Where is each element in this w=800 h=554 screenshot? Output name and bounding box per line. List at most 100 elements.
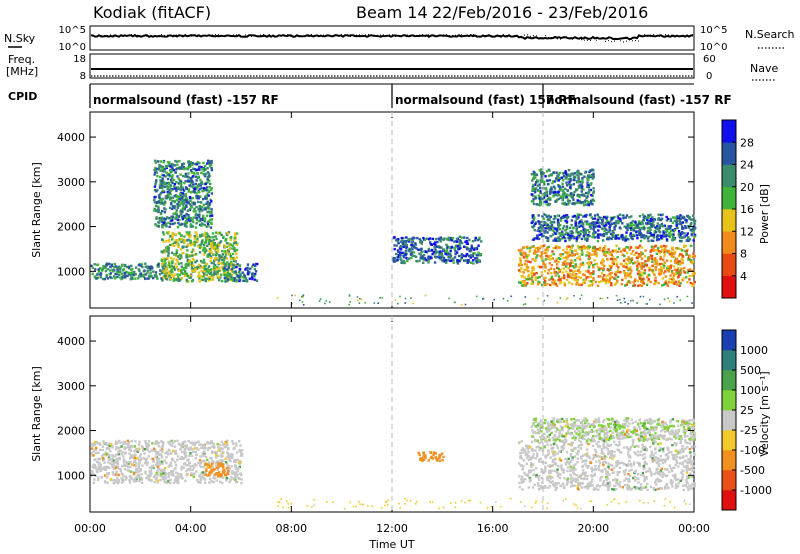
range-cell (430, 248, 434, 252)
range-cell (227, 266, 230, 269)
range-cell (549, 254, 553, 257)
range-cell (682, 277, 685, 280)
range-cell (249, 267, 252, 270)
range-cell (638, 275, 641, 278)
range-cell (561, 230, 564, 233)
nsearch-label: N.Search (745, 28, 795, 41)
range-cell (582, 247, 585, 251)
nsearch-point (275, 35, 276, 37)
range-cell (127, 462, 130, 465)
range-cell (537, 214, 540, 217)
range-cell (587, 233, 590, 237)
range-cell (110, 464, 114, 467)
range-cell (169, 478, 172, 481)
range-cell (553, 227, 557, 230)
range-cell (208, 203, 211, 206)
range-cell (229, 257, 233, 260)
range-cell (207, 253, 210, 256)
range-cell (616, 281, 619, 284)
range-cell (589, 226, 592, 230)
range-cell (552, 217, 555, 221)
range-cell (160, 186, 163, 190)
nsearch-point (239, 35, 240, 37)
range-cell (254, 272, 257, 276)
range-cell (207, 220, 210, 223)
range-cell (173, 194, 176, 198)
range-cell (679, 236, 682, 239)
range-cell (581, 177, 584, 180)
nsearch-point (299, 35, 300, 37)
range-cell (157, 200, 161, 203)
range-cell (127, 441, 131, 444)
range-cell (526, 282, 529, 285)
range-cell (587, 263, 591, 266)
range-cell (667, 269, 670, 272)
range-cell (248, 271, 251, 274)
range-cell (630, 236, 633, 240)
range-cell (578, 248, 581, 251)
range-cell (606, 274, 609, 277)
range-cell (653, 231, 656, 234)
range-cell (527, 260, 530, 263)
range-cell (98, 461, 101, 465)
range-cell (570, 219, 573, 222)
range-cell (659, 231, 662, 234)
range-cell (394, 259, 398, 262)
range-cell (204, 481, 207, 484)
range-cell (210, 457, 213, 460)
range-cell (592, 233, 595, 237)
range-cell (187, 190, 190, 193)
range-cell (549, 234, 552, 238)
range-cell (255, 279, 259, 282)
range-cell (167, 164, 170, 167)
range-cell (185, 231, 189, 234)
range-cell (607, 248, 610, 251)
range-cell (166, 480, 170, 483)
range-cell (152, 466, 155, 470)
range-cell (666, 217, 670, 221)
range-cell (579, 262, 583, 266)
range-cell (668, 253, 672, 256)
range-cell (470, 261, 473, 264)
nsearch-point (623, 41, 624, 43)
range-cell (207, 235, 210, 238)
range-cell (665, 245, 668, 248)
nsearch-point (176, 34, 177, 36)
range-cell (693, 219, 697, 222)
range-cell (464, 303, 467, 306)
range-cell (654, 249, 658, 252)
range-cell (610, 219, 613, 222)
range-cell (569, 248, 572, 251)
range-cell (234, 478, 237, 482)
range-cell (184, 167, 187, 170)
range-cell (664, 270, 667, 273)
range-cell (671, 246, 674, 249)
range-cell (588, 252, 591, 255)
range-cell (568, 245, 571, 248)
range-cell (532, 194, 535, 198)
range-cell (103, 461, 106, 464)
range-cell (546, 236, 550, 240)
nsearch-point (467, 34, 468, 36)
range-cell (111, 268, 114, 272)
range-cell (565, 203, 568, 206)
range-cell (240, 478, 243, 481)
nsearch-point (338, 35, 339, 37)
range-cell (250, 265, 254, 268)
range-cell (686, 248, 689, 251)
range-cell (558, 228, 562, 231)
range-cell (579, 297, 581, 300)
range-cell (564, 219, 567, 223)
range-cell (649, 268, 653, 271)
range-cell (189, 241, 192, 244)
range-cell (213, 243, 217, 246)
range-cell (525, 267, 528, 270)
range-cell (569, 233, 572, 236)
range-cell (575, 237, 579, 241)
range-cell (593, 225, 597, 229)
range-cell (573, 259, 577, 262)
range-cell (524, 303, 527, 305)
range-cell (564, 175, 568, 178)
range-cell (122, 441, 125, 444)
range-cell (171, 235, 174, 239)
